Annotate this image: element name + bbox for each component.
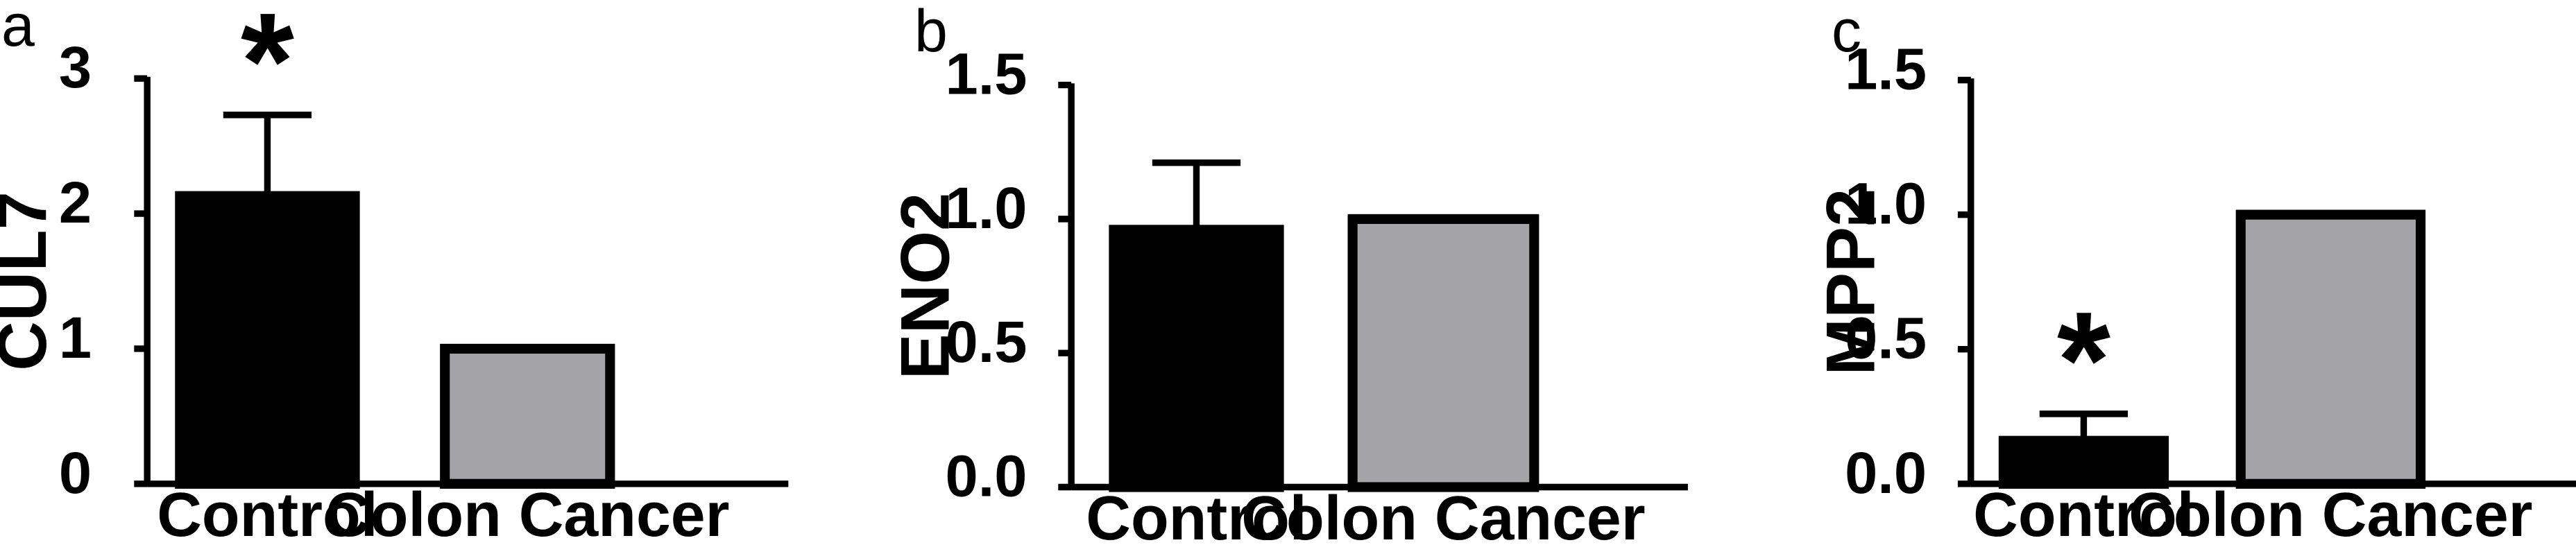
bar (2235, 209, 2426, 489)
category-label: Colon Cancer (325, 480, 729, 549)
y-tick-label: 1.0 (1845, 171, 1927, 236)
bar (175, 191, 360, 489)
y-axis-label: MPP2 (1812, 189, 1889, 376)
y-tick-label: 0.5 (946, 309, 1027, 374)
category-label: Colon Cancer (2129, 480, 2532, 549)
y-tick-label: 1.5 (946, 41, 1027, 107)
y-tick-label: 2 (59, 169, 92, 235)
y-axis-label: ENO2 (886, 193, 963, 380)
significance-marker: * (2057, 283, 2110, 436)
bar (440, 343, 615, 489)
category-label: Control (157, 480, 377, 549)
y-tick-label: 0 (59, 440, 92, 505)
bar (1109, 225, 1284, 492)
significance-marker: * (241, 0, 294, 137)
panel-letter: c (1832, 0, 1861, 64)
category-label: Control (1086, 483, 1306, 553)
y-tick-label: 0.0 (1845, 440, 1927, 505)
y-tick-label: 1.0 (946, 175, 1027, 241)
bar (1347, 214, 1539, 492)
panel-letter: b (914, 0, 948, 64)
panel-letter: a (1, 0, 35, 59)
y-tick-label: 3 (59, 34, 92, 100)
category-label: Colon Cancer (1241, 483, 1645, 553)
y-axis-label: CUL7 (0, 191, 60, 371)
bar (1998, 435, 2169, 489)
y-tick-label: 1 (59, 304, 92, 370)
y-tick-label: 1.5 (1845, 35, 1927, 101)
y-tick-label: 0.0 (946, 442, 1027, 508)
y-tick-label: 0.5 (1845, 305, 1927, 371)
category-label: Control (1973, 480, 2194, 549)
